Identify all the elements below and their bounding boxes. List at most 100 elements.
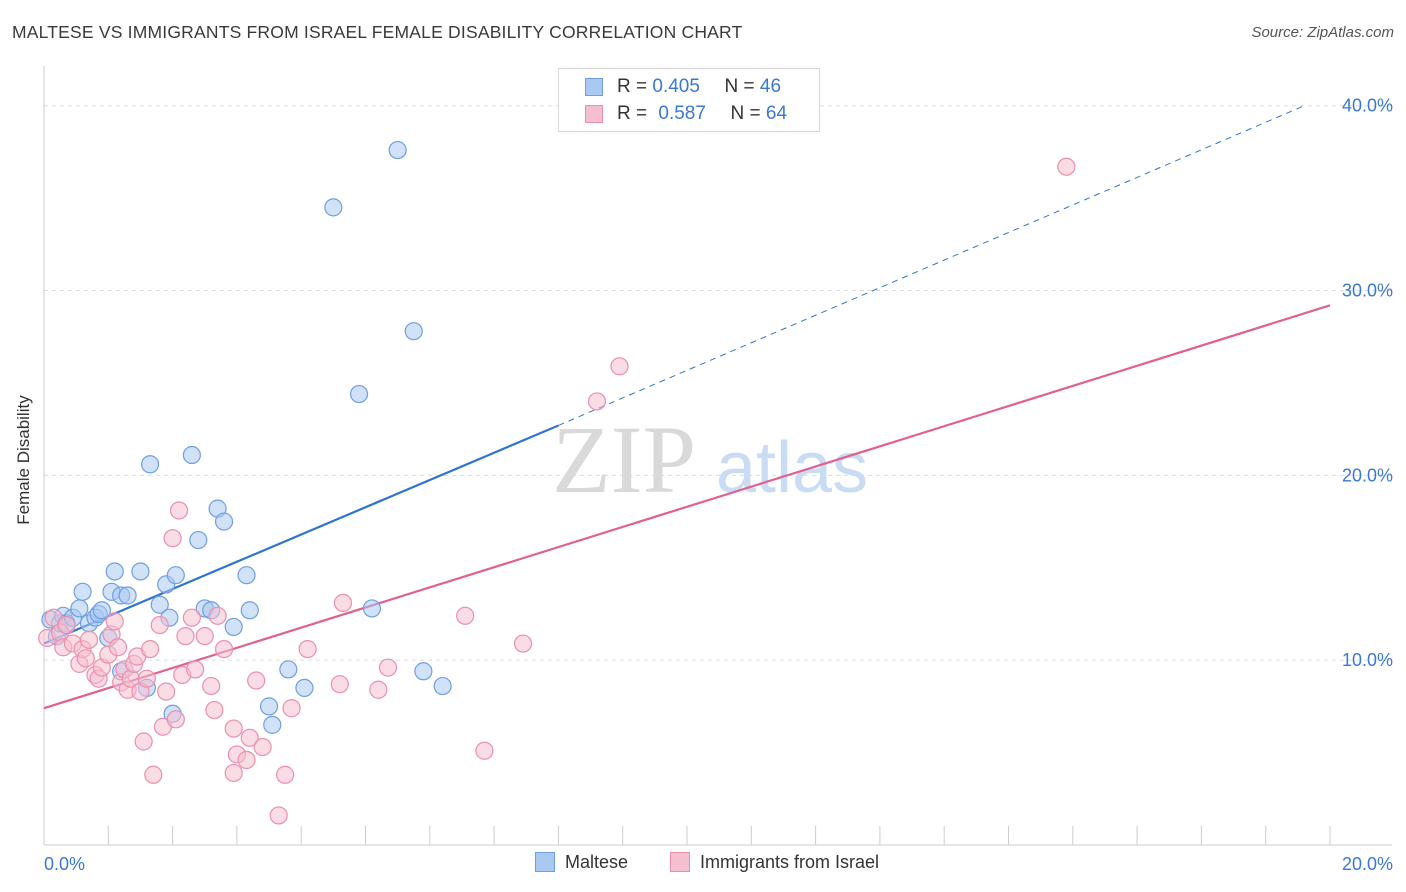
x-tick-label: 0.0% — [44, 854, 85, 874]
data-point-israel — [587, 392, 607, 411]
legend-r-label: R = — [617, 103, 648, 124]
data-point-israel — [169, 501, 189, 520]
chart-title: MALTESE VS IMMIGRANTS FROM ISRAEL FEMALE… — [12, 22, 743, 42]
watermark: ZIP atlas — [552, 406, 868, 513]
legend-swatch-maltese — [585, 78, 603, 96]
trend-line-maltese — [43, 424, 559, 645]
series-legend-israel: Immigrants from Israel — [670, 852, 879, 873]
legend-n-value: 46 — [759, 76, 782, 97]
data-point-israel — [186, 660, 205, 679]
legend-n-label: N = — [724, 76, 755, 97]
legend-r-value: 0.405 — [652, 76, 700, 97]
legend-n-value: 64 — [765, 103, 788, 124]
data-point-israel — [79, 630, 99, 649]
data-point-maltese — [240, 601, 259, 620]
data-point-israel — [1057, 157, 1076, 176]
data-points — [38, 140, 1076, 825]
data-point-israel — [333, 593, 353, 612]
data-point-israel — [475, 741, 494, 760]
data-point-israel — [282, 699, 301, 718]
data-point-maltese — [259, 697, 279, 716]
data-point-maltese — [324, 198, 343, 217]
data-point-israel — [208, 606, 227, 625]
data-point-maltese — [73, 582, 92, 601]
grid-lines — [44, 105, 1392, 661]
data-point-israel — [456, 606, 475, 625]
data-point-israel — [105, 612, 124, 631]
watermark-atlas: atlas — [716, 428, 868, 508]
data-point-maltese — [295, 678, 314, 698]
y-tick-label: 40.0% — [1342, 96, 1393, 116]
data-point-maltese — [414, 662, 433, 681]
data-point-israel — [224, 763, 243, 783]
data-point-maltese — [214, 512, 234, 531]
data-point-israel — [137, 669, 156, 688]
data-point-maltese — [105, 562, 124, 581]
data-point-israel — [144, 765, 163, 784]
data-point-maltese — [362, 599, 382, 618]
data-point-maltese — [189, 530, 208, 550]
data-point-israel — [134, 732, 153, 751]
data-point-israel — [276, 765, 295, 784]
data-point-israel — [166, 710, 185, 729]
data-point-israel — [150, 615, 169, 635]
data-point-maltese — [279, 660, 298, 679]
data-point-israel — [163, 529, 182, 548]
data-point-maltese — [349, 384, 369, 404]
series-label-maltese: Maltese — [565, 852, 629, 872]
data-point-maltese — [150, 595, 169, 614]
data-point-maltese — [118, 586, 137, 605]
data-point-maltese — [166, 566, 185, 585]
series-swatch-israel — [670, 852, 690, 872]
data-point-israel — [57, 615, 76, 635]
data-point-israel — [108, 638, 128, 657]
data-point-israel — [237, 750, 256, 770]
data-point-israel — [140, 639, 160, 659]
data-point-israel — [369, 680, 388, 699]
data-point-maltese — [263, 715, 282, 734]
trend-line-israel — [43, 304, 1331, 710]
data-point-israel — [298, 639, 317, 659]
y-axis-label: Female Disability — [14, 395, 33, 525]
legend-n-label: N = — [730, 103, 761, 124]
watermark-zip: ZIP — [552, 406, 696, 513]
data-point-israel — [76, 649, 95, 668]
data-point-israel — [176, 627, 195, 646]
source-credit: Source: ZipAtlas.com — [1251, 24, 1394, 41]
data-point-israel — [247, 671, 266, 690]
legend-r-label: R = — [617, 76, 648, 97]
data-point-israel — [513, 634, 533, 653]
data-point-israel — [195, 627, 214, 646]
data-point-israel — [224, 719, 243, 738]
data-point-maltese — [388, 140, 407, 160]
trend-extension-maltese — [558, 105, 1305, 426]
trend-lines — [43, 105, 1331, 710]
data-point-maltese — [92, 601, 111, 620]
data-point-israel — [330, 675, 349, 694]
data-point-israel — [214, 639, 234, 659]
y-tick-label: 30.0% — [1342, 281, 1393, 301]
series-legend-maltese: Maltese — [535, 852, 628, 873]
y-tick-label: 10.0% — [1342, 650, 1393, 670]
data-point-israel — [269, 806, 288, 825]
series-label-israel: Immigrants from Israel — [700, 852, 880, 872]
data-point-israel — [240, 728, 259, 747]
data-point-maltese — [131, 562, 150, 581]
data-point-israel — [205, 700, 224, 720]
data-point-maltese — [70, 599, 89, 618]
legend-swatch-israel — [585, 105, 603, 123]
data-point-israel — [378, 658, 398, 677]
data-point-maltese — [182, 445, 201, 465]
data-point-maltese — [433, 676, 452, 696]
x-tick-label: 20.0% — [1342, 854, 1393, 874]
axes — [43, 66, 1392, 846]
legend-r-value: 0.587 — [658, 103, 706, 124]
data-point-israel — [202, 676, 221, 696]
tick-labels: 10.0% 20.0% 30.0% 40.0% 0.0% 20.0% — [44, 96, 1393, 874]
data-point-maltese — [140, 455, 160, 474]
data-point-maltese — [224, 617, 243, 637]
data-point-israel — [610, 357, 629, 376]
data-point-israel — [253, 737, 272, 757]
series-swatch-maltese — [535, 852, 555, 872]
